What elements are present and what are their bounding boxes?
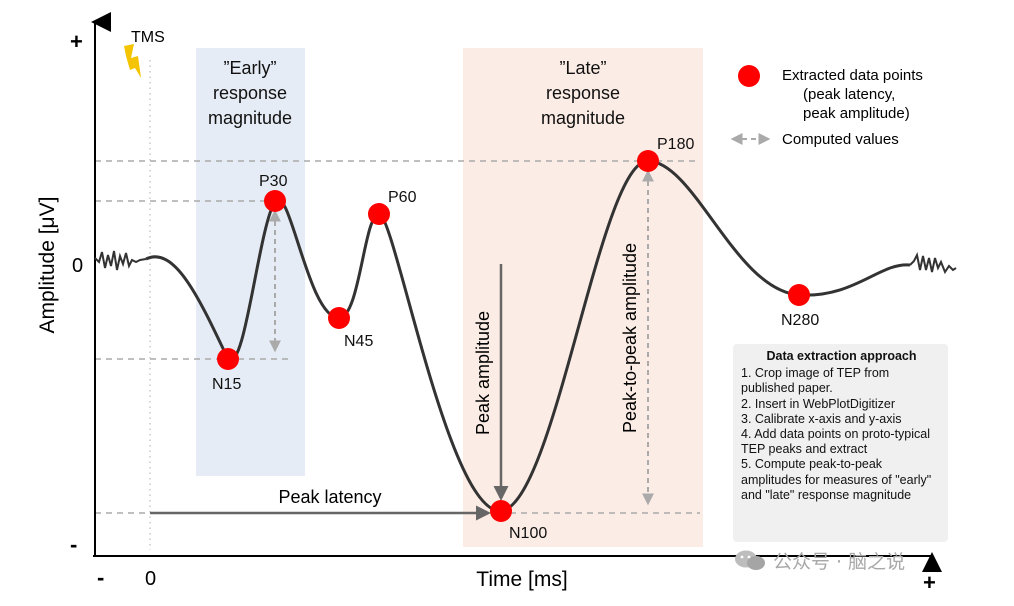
- baseline-noise-left: [95, 251, 146, 270]
- watermark-text: 公众号 · 脑之说: [773, 547, 905, 574]
- tms-label: TMS: [131, 29, 165, 46]
- lightning-icon: [124, 44, 141, 78]
- y-zero-label: 0: [72, 255, 83, 277]
- early-title-line-2: response: [213, 83, 287, 103]
- early-title-line-3: magnitude: [208, 108, 292, 128]
- n45-point: [328, 307, 350, 329]
- p60-label: P60: [388, 189, 417, 206]
- n45-label: N45: [344, 333, 373, 350]
- baseline-noise-right: [910, 255, 956, 272]
- y-axis-label: Amplitude [μV]: [36, 197, 59, 334]
- n280-label: N280: [781, 312, 819, 329]
- late-title-line-1: ”Late”: [559, 58, 606, 78]
- y-minus-label: -: [70, 532, 77, 557]
- p180-label: P180: [657, 136, 694, 153]
- n100-point: [490, 500, 512, 522]
- p30-label: P30: [259, 173, 288, 190]
- watermark: 公众号 · 脑之说: [733, 548, 905, 572]
- late-title-line-2: response: [546, 83, 620, 103]
- info-step-5: 5. Compute peak-to-peak amplitudes for m…: [741, 457, 942, 503]
- x-axis-label: Time [ms]: [476, 568, 567, 591]
- p30-point: [264, 190, 286, 212]
- peak-amplitude-label: Peak amplitude: [473, 311, 493, 435]
- legend-points-line-1: Extracted data points: [782, 67, 923, 84]
- tep-diagram: + - 0 Amplitude [μV] - 0 Time [ms] + TMS…: [0, 0, 1014, 601]
- n15-label: N15: [212, 376, 241, 393]
- late-title-line-3: magnitude: [541, 108, 625, 128]
- legend-points-line-3: peak amplitude): [803, 105, 910, 122]
- data-extraction-box: Data extraction approach 1. Crop image o…: [733, 344, 948, 542]
- peak-latency-label: Peak latency: [278, 487, 381, 507]
- early-title-line-1: ”Early”: [224, 58, 277, 78]
- n280-point: [788, 284, 810, 306]
- info-box-title: Data extraction approach: [741, 349, 942, 364]
- x-minus-label: -: [97, 565, 104, 590]
- legend-computed-label: Computed values: [782, 131, 899, 148]
- y-plus-label: +: [70, 29, 83, 54]
- legend-points-line-2: (peak latency,: [803, 86, 895, 103]
- p60-point: [368, 203, 390, 225]
- peak-to-peak-label: Peak-to-peak amplitude: [620, 243, 640, 433]
- wechat-logo-icon: [733, 549, 767, 571]
- p180-point: [637, 150, 659, 172]
- info-step-2: 2. Insert in WebPlotDigitizer: [741, 397, 942, 412]
- x-plus-label: +: [923, 570, 936, 595]
- info-step-4: 4. Add data points on proto-typical TEP …: [741, 427, 942, 457]
- legend-point-icon: [738, 65, 760, 87]
- x-zero-label: 0: [145, 568, 156, 590]
- n15-point: [217, 348, 239, 370]
- info-step-3: 3. Calibrate x-axis and y-axis: [741, 412, 942, 427]
- legend: Extracted data points (peak latency, pea…: [733, 65, 923, 148]
- info-step-1: 1. Crop image of TEP from published pape…: [741, 366, 942, 396]
- n100-label: N100: [509, 525, 547, 542]
